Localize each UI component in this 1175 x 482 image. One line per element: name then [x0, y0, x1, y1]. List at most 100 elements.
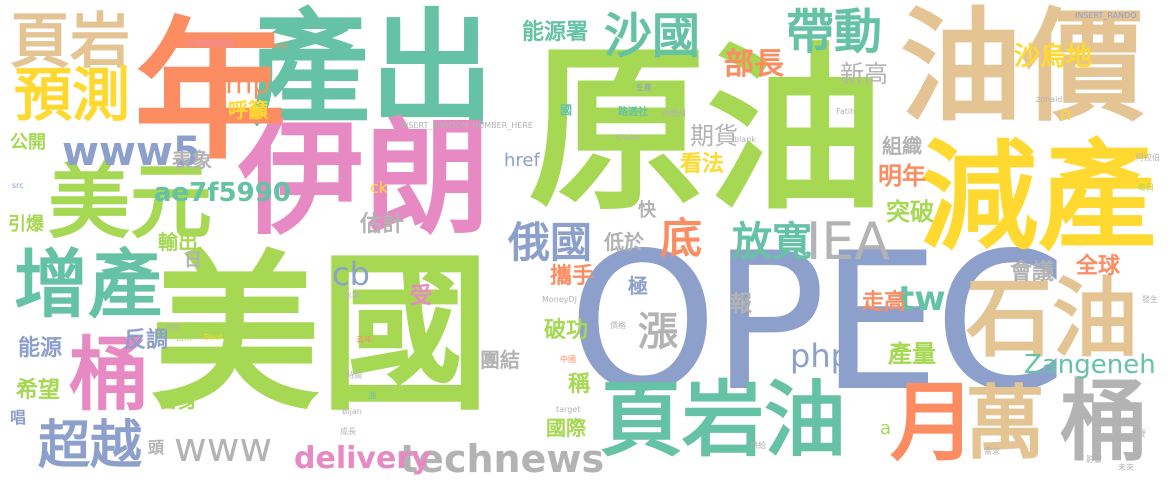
word-cloud-word: 油: [368, 391, 376, 400]
word-cloud-word: php: [790, 337, 851, 375]
word-cloud-word: 受: [410, 284, 433, 309]
word-cloud-word: img: [272, 41, 288, 50]
word-cloud-word: 大宗: [164, 323, 180, 332]
word-cloud-word: 產出: [246, 0, 495, 142]
word-cloud-word: 沙烏地: [1014, 42, 1093, 72]
word-cloud-word: 呼籲: [228, 98, 268, 122]
word-cloud-word: 低於: [604, 230, 644, 254]
word-cloud-word: 估計: [360, 212, 405, 237]
word-cloud-word: 去年: [356, 335, 372, 344]
word-cloud-word: delivery: [294, 441, 431, 476]
word-cloud-word: INSERT_RANDOM_NUMBER_HERE: [400, 121, 533, 130]
word-cloud-word: 路透社: [618, 107, 648, 118]
word-cloud-word: Birol: [204, 333, 222, 342]
word-cloud-word: 價格: [610, 321, 626, 330]
word-cloud-word: 破功: [544, 318, 589, 343]
word-cloud-word: www: [174, 425, 273, 471]
word-cloud-word: 突破: [886, 198, 934, 226]
word-cloud-word: 桶: [1060, 370, 1149, 473]
word-cloud-word: 美國: [150, 236, 491, 434]
word-cloud-word: 阿拉伯: [1136, 153, 1160, 162]
word-cloud-word: 頁岩: [10, 7, 130, 77]
word-cloud-word: 能源: [18, 336, 63, 361]
word-cloud-word: 組織: [882, 134, 922, 158]
word-cloud-word: technews: [400, 437, 605, 481]
word-cloud-word: 團結: [480, 348, 520, 372]
word-cloud-word: 減產: [920, 128, 1157, 266]
word-cloud-word: 快: [638, 200, 656, 221]
word-cloud-word: 主要: [1130, 429, 1146, 438]
word-cloud-word: 年: [134, 3, 286, 180]
word-cloud-word: 輸出: [158, 230, 198, 254]
word-cloud-word: 頭: [148, 438, 165, 457]
word-cloud-word: src: [12, 181, 24, 190]
word-cloud-word: Khalid: [615, 133, 640, 142]
word-cloud-word: www5: [62, 129, 201, 175]
word-cloud-word: 底: [660, 214, 703, 263]
word-cloud-word: 引爆: [8, 214, 44, 235]
word-cloud-word: 萬: [965, 377, 1045, 470]
word-cloud-word: 超越: [38, 416, 143, 476]
word-cloud-word: 帶動: [786, 4, 883, 60]
word-cloud-word: INSERT_RANDO: [1075, 11, 1137, 20]
word-cloud-word: tw: [898, 279, 946, 319]
word-cloud-word: 時間: [346, 371, 362, 380]
word-cloud-word: 國: [560, 103, 573, 117]
word-cloud-word: 發生: [1142, 295, 1158, 304]
word-cloud-word: cb: [332, 255, 370, 293]
word-cloud-word: Fatih: [836, 107, 856, 116]
word-cloud-word: 伊朗: [238, 105, 490, 252]
word-cloud-word: href: [504, 150, 540, 171]
word-cloud-word: 稱: [568, 372, 591, 397]
word-cloud-word: 成長: [340, 427, 356, 436]
word-cloud-word: MoneyDJ: [542, 295, 578, 304]
word-cloud-word: 石油: [966, 269, 1138, 369]
word-cloud-word: 俄國: [508, 218, 593, 267]
word-cloud-word: 看法: [680, 152, 725, 177]
word-cloud-word: 部長: [724, 47, 784, 82]
word-cloud-word: 西德州: [662, 109, 686, 118]
word-cloud-word: 沙烏地阿拉伯: [186, 39, 234, 48]
word-cloud-word: 晉身: [158, 388, 198, 412]
word-cloud-word: 走高: [862, 290, 907, 315]
word-cloud-word: 未來: [1118, 463, 1134, 472]
word-cloud-word: blank: [734, 135, 756, 144]
word-cloud-word: 影響: [1086, 455, 1102, 464]
word-cloud-word: Bijan: [342, 407, 362, 416]
word-cloud-word: 極: [628, 274, 648, 298]
word-cloud-word: 新高: [840, 60, 888, 88]
word-cloud-word: 全球: [1076, 254, 1121, 279]
word-cloud-word: 國際: [546, 416, 586, 440]
word-cloud-word: 漲: [638, 309, 678, 355]
word-cloud-word: 報: [730, 292, 753, 317]
word-cloud-word: 生產: [636, 83, 652, 92]
word-cloud-word: 明年: [878, 162, 926, 190]
word-cloud-word: 美元: [48, 155, 213, 250]
word-cloud-word: 公開: [10, 132, 46, 153]
word-cloud-word: 自然: [176, 333, 192, 342]
word-cloud-word: 需求: [984, 447, 1000, 456]
word-cloud-word: 預測: [14, 61, 131, 129]
word-cloud-word: 日: [184, 250, 202, 271]
word-cloud-word: 希望: [16, 378, 61, 403]
word-cloud-word: 能源署: [522, 20, 589, 45]
word-cloud-word: 中國: [560, 355, 576, 364]
word-cloud-word: 期貨: [690, 122, 738, 150]
word-cloud-word: zonaid: [1036, 95, 1063, 104]
word-cloud-word: Zangeneh: [1024, 350, 1156, 380]
word-cloud-word: n: [1060, 104, 1072, 125]
word-cloud-word: a: [880, 418, 892, 439]
word-cloud-word: 會議: [1010, 260, 1055, 285]
word-cloud-word: 反調: [124, 328, 169, 353]
word-cloud-word: 沙國: [604, 8, 701, 64]
word-cloud-word: 放寬: [732, 219, 812, 265]
word-cloud-word: 唱: [10, 408, 27, 427]
word-cloud-word: 月: [890, 373, 976, 473]
word-cloud-word: target: [556, 405, 581, 414]
word-cloud-word: 供給: [750, 441, 766, 450]
word-cloud-word: ck: [370, 178, 389, 197]
word-cloud-word: 桶: [56, 332, 149, 409]
word-cloud-word: amp: [208, 67, 271, 100]
word-cloud-word: 產量: [888, 340, 936, 368]
word-cloud-word: 原油: [528, 27, 884, 234]
